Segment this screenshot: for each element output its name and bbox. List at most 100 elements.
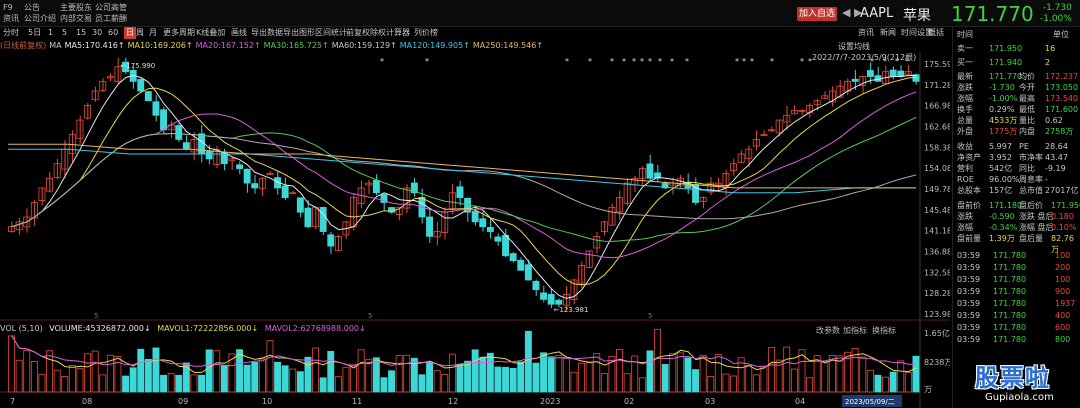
ticker-symbol: AAPL: [860, 6, 894, 21]
quote-cell: 涨幅 盘后: [1019, 223, 1054, 232]
change-percent: -1.00%: [1040, 14, 1072, 24]
toolbar-btn-11[interactable]: K线叠加: [196, 28, 226, 37]
volume-bar: [190, 374, 198, 393]
tick-volume: 100: [1055, 251, 1071, 260]
candle-body: [570, 279, 578, 300]
toolbar-btn-7[interactable]: 日: [124, 27, 136, 39]
quote-cell: 0.10%: [1051, 223, 1077, 232]
toolbar-btn-20[interactable]: 新闻: [880, 28, 896, 37]
vol-button[interactable]: 换指标: [872, 326, 896, 335]
volume-bar: [821, 361, 829, 393]
event-marker: *: [622, 57, 626, 66]
prev-next-arrows[interactable]: ◀ ▶: [842, 6, 863, 19]
volume-bar: [760, 365, 768, 393]
toolbar-btn-5[interactable]: 30: [92, 28, 103, 37]
candle-body: [616, 197, 623, 213]
quote-row: 涨跌 -1.730 今开 173.050: [953, 82, 1080, 93]
price-tick-label: 175.590: [924, 60, 950, 69]
vol-axis-label: 8238万: [924, 358, 950, 367]
toolbar-btn-1[interactable]: 5日: [28, 28, 42, 37]
toolbar-btn-15[interactable]: 区间统计: [315, 28, 347, 37]
toolbar-btn-10[interactable]: 更多周期: [163, 28, 195, 37]
add-to-watchlist-button[interactable]: 加入自选: [797, 7, 837, 21]
volume-bar: [616, 348, 623, 393]
candle-body: [304, 207, 312, 228]
toolbar-btn-17[interactable]: 除权计算器: [370, 28, 410, 37]
volume-bar: [388, 370, 395, 393]
volume-bar: [61, 376, 69, 393]
volume-bar: [198, 374, 205, 393]
toolbar-btn-2[interactable]: 1: [48, 28, 54, 37]
candle-body: [745, 148, 753, 159]
volume-bar: [289, 368, 297, 393]
tick-volume: 600: [1055, 323, 1071, 332]
period-marker: 5: [648, 312, 652, 320]
volume-bar: [220, 365, 228, 393]
toolbar-btn-4[interactable]: 15: [76, 28, 87, 37]
quote-cell: 外盘: [957, 127, 973, 136]
menu-link[interactable]: 员工薪酬: [95, 14, 127, 23]
menu-link[interactable]: 公司高管: [95, 3, 127, 12]
volume-bar: [167, 373, 175, 393]
menu-link[interactable]: 内部交易: [60, 14, 92, 23]
price-tick-label: 149.785: [924, 185, 950, 194]
volume-bar: [737, 357, 745, 393]
ma-settings-label[interactable]: 设置均线: [838, 42, 870, 51]
quote-cell: 171.180: [989, 201, 1023, 210]
toolbar-btn-8[interactable]: 周: [136, 28, 144, 37]
quote-cell: 总市值: [1019, 186, 1043, 195]
toolbar-btn-22[interactable]: 概括: [928, 28, 944, 37]
ask-price: 171.950: [989, 44, 1023, 53]
low-marker: ←123.981: [554, 306, 589, 314]
toolbar-btn-19[interactable]: 资讯: [858, 28, 874, 37]
candle-body: [395, 206, 403, 215]
volume-bar: [274, 361, 281, 393]
date-tick-label: 7: [10, 397, 15, 406]
volume-bar: [669, 353, 677, 393]
toolbar-btn-3[interactable]: 5: [62, 28, 68, 37]
toolbar-btn-16[interactable]: 前复权: [346, 28, 370, 37]
vol-button[interactable]: 改参数: [816, 326, 840, 335]
cursor-date-label: 2023/05/09/二: [845, 398, 895, 406]
volume-bar: [517, 361, 525, 393]
vol-mavol1: MAVOL1:72222856.000↓: [157, 324, 259, 333]
volume-bar: [745, 365, 753, 393]
ask-volume: 16: [1045, 44, 1056, 53]
toolbar-btn-12[interactable]: 画线: [231, 28, 247, 37]
menu-link[interactable]: 公告: [24, 3, 40, 12]
volume-bar: [266, 340, 274, 393]
toolbar-btn-0[interactable]: 分时: [3, 28, 19, 37]
ma-item: MA30:165.725↑: [263, 41, 329, 50]
kline-chart[interactable]: 175.590 171.289 166.989 162.688 158.387 154.0…: [0, 52, 950, 408]
volume-bar: [46, 350, 53, 393]
toolbar-btn-14[interactable]: 导出图形: [283, 28, 315, 37]
candle-body: [798, 110, 806, 112]
date-tick-label: 04: [795, 397, 805, 406]
menu-link[interactable]: 主要股东: [60, 3, 92, 12]
toolbar-btn-6[interactable]: 60: [108, 28, 119, 37]
volume-bar: [464, 360, 471, 393]
candle-body: [547, 294, 555, 305]
toolbar-btn-18[interactable]: 列价榜: [414, 28, 438, 37]
quote-row: 收益 5.997 PE 28.64: [953, 141, 1080, 152]
volume-bar: [889, 371, 897, 393]
candle-body: [198, 133, 205, 155]
quote-cell: 173.050: [1045, 83, 1079, 92]
tick-price: 171.780: [993, 299, 1027, 308]
candle-body: [175, 125, 183, 140]
vol-button[interactable]: 加指标: [843, 326, 867, 335]
toolbar-btn-21[interactable]: 时间设置: [901, 28, 933, 37]
menu-link[interactable]: F9: [3, 3, 13, 12]
menu-link[interactable]: 公司介绍: [24, 14, 56, 23]
volume-bar: [106, 354, 114, 393]
toolbar-btn-13[interactable]: 导出数据: [251, 28, 283, 37]
quote-cell: 0.62: [1045, 116, 1063, 125]
menu-link[interactable]: 资讯: [3, 14, 19, 23]
price-tick-label: 136.883: [924, 247, 950, 256]
candle-body: [190, 139, 198, 153]
ma-item: MA5:170.416↑: [64, 41, 125, 50]
quote-row: 03:59 171.780 100: [953, 274, 1080, 285]
toolbar-btn-9[interactable]: 月: [149, 28, 157, 37]
volume-bar: [524, 330, 532, 393]
candle-body: [479, 218, 487, 228]
